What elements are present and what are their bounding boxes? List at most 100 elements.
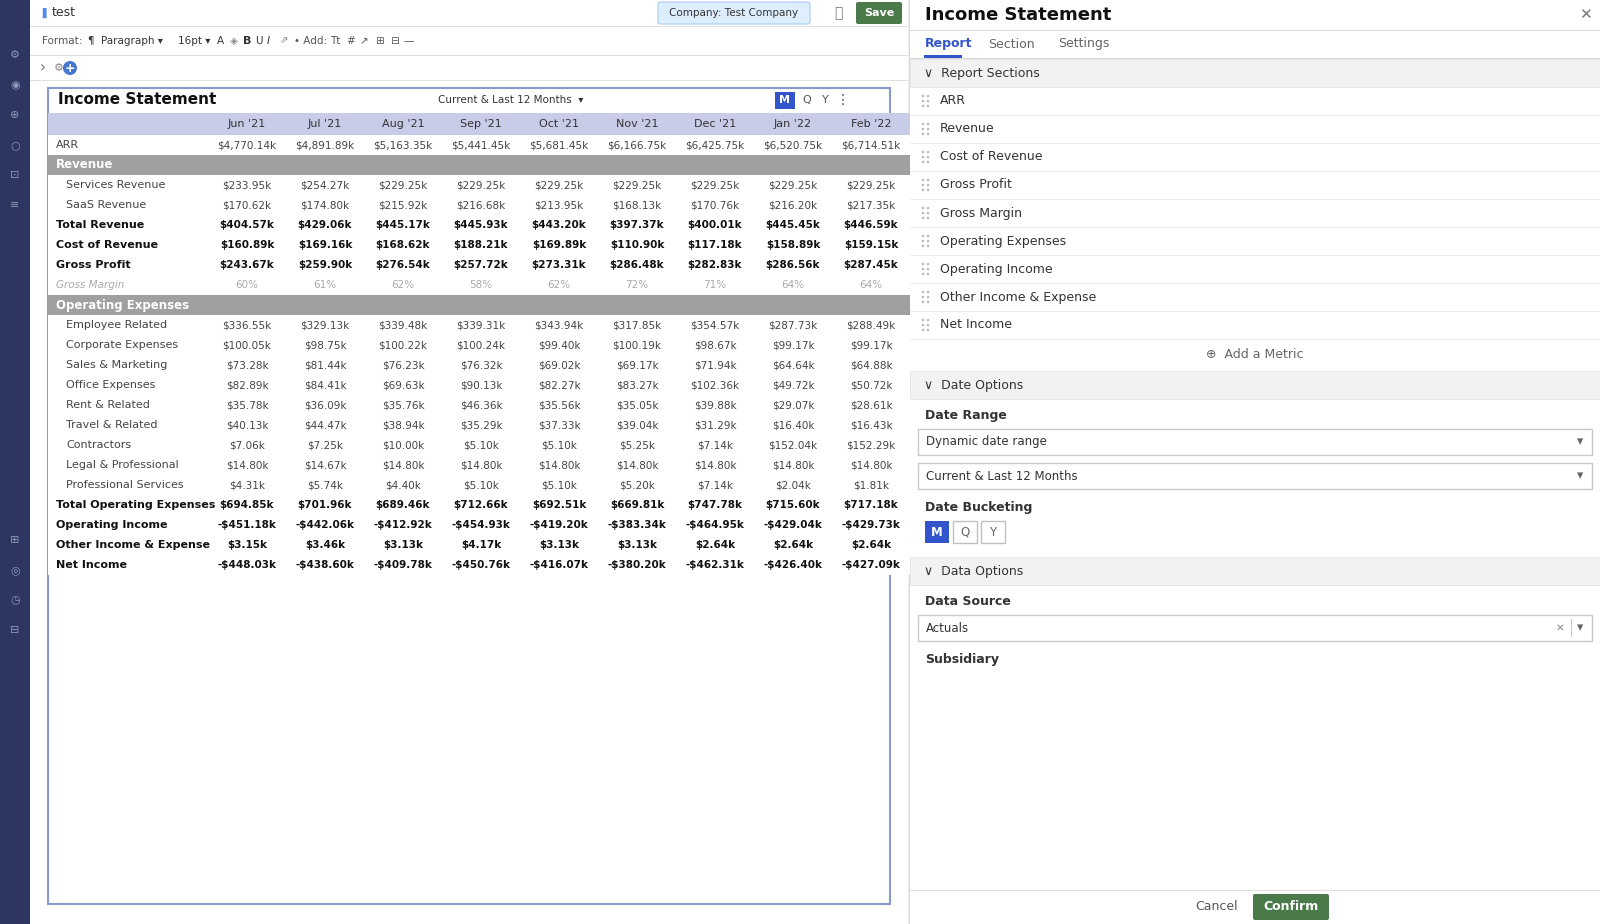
Text: $64.64k: $64.64k	[771, 360, 814, 370]
Text: ⇗: ⇗	[278, 36, 288, 46]
Text: $37.33k: $37.33k	[538, 420, 581, 430]
Circle shape	[922, 161, 925, 164]
Circle shape	[926, 188, 930, 191]
Text: Travel & Related: Travel & Related	[66, 420, 157, 430]
Text: -$419.20k: -$419.20k	[530, 520, 589, 530]
Text: —: —	[403, 36, 414, 46]
Text: $99.17k: $99.17k	[850, 340, 893, 350]
Circle shape	[922, 104, 925, 107]
Text: A: A	[218, 36, 224, 46]
Text: ⊕  Add a Metric: ⊕ Add a Metric	[1206, 348, 1304, 361]
Text: ✕: ✕	[1555, 623, 1565, 633]
Text: Nov '21: Nov '21	[616, 119, 658, 129]
Text: M: M	[779, 95, 790, 105]
Text: $397.37k: $397.37k	[610, 220, 664, 230]
Text: $5,441.45k: $5,441.45k	[451, 140, 510, 150]
Circle shape	[926, 128, 930, 130]
Text: -$429.73k: -$429.73k	[842, 520, 901, 530]
Text: $35.78k: $35.78k	[226, 400, 269, 410]
Text: $3.46k: $3.46k	[306, 540, 346, 550]
Circle shape	[922, 178, 925, 181]
Text: -$416.07k: -$416.07k	[530, 560, 589, 570]
Circle shape	[922, 239, 925, 242]
Text: $747.78k: $747.78k	[688, 500, 742, 510]
Text: $98.67k: $98.67k	[694, 340, 736, 350]
Text: $69.02k: $69.02k	[538, 360, 581, 370]
Text: $7.14k: $7.14k	[698, 440, 733, 450]
Text: Revenue: Revenue	[56, 159, 114, 172]
Circle shape	[926, 94, 930, 97]
Text: $287.45k: $287.45k	[843, 260, 898, 270]
Bar	[48, 215, 910, 235]
Bar	[48, 495, 910, 515]
Text: $287.73k: $287.73k	[768, 320, 818, 330]
Text: I: I	[267, 36, 270, 46]
Text: $243.67k: $243.67k	[219, 260, 274, 270]
Text: $83.27k: $83.27k	[616, 380, 658, 390]
Text: $343.94k: $343.94k	[534, 320, 584, 330]
Text: $35.05k: $35.05k	[616, 400, 658, 410]
Text: ✕: ✕	[1579, 7, 1592, 22]
Text: $28.61k: $28.61k	[850, 400, 893, 410]
Text: Net Income: Net Income	[941, 319, 1013, 332]
Bar	[30, 27, 909, 55]
Bar	[48, 555, 910, 575]
Text: $259.90k: $259.90k	[298, 260, 352, 270]
Text: $276.54k: $276.54k	[376, 260, 430, 270]
Text: Feb '22: Feb '22	[851, 119, 891, 129]
Text: ¶  Paragraph ▾: ¶ Paragraph ▾	[88, 36, 163, 46]
Text: $282.83k: $282.83k	[688, 260, 742, 270]
Text: $170.76k: $170.76k	[691, 200, 739, 210]
Text: $6,425.75k: $6,425.75k	[685, 140, 744, 150]
Circle shape	[922, 94, 925, 97]
FancyBboxPatch shape	[1253, 894, 1330, 920]
Bar	[48, 395, 910, 415]
Text: Q: Q	[803, 95, 811, 105]
Text: U: U	[254, 36, 262, 46]
Bar	[30, 80, 909, 81]
Text: $336.55k: $336.55k	[222, 320, 272, 330]
Text: $14.80k: $14.80k	[459, 460, 502, 470]
Circle shape	[922, 323, 925, 326]
Text: $14.80k: $14.80k	[771, 460, 814, 470]
Bar	[918, 463, 1592, 489]
Text: Company: Test Company: Company: Test Company	[669, 8, 798, 18]
Text: ▾: ▾	[1578, 469, 1582, 482]
Text: $69.17k: $69.17k	[616, 360, 658, 370]
Text: Total Operating Expenses: Total Operating Expenses	[56, 500, 216, 510]
Text: Dec '21: Dec '21	[694, 119, 736, 129]
Text: $36.09k: $36.09k	[304, 400, 346, 410]
Bar	[910, 557, 1600, 585]
Text: Date Bucketing: Date Bucketing	[925, 501, 1032, 514]
Text: $14.67k: $14.67k	[304, 460, 346, 470]
Text: ∨  Data Options: ∨ Data Options	[925, 565, 1024, 578]
Text: $712.66k: $712.66k	[454, 500, 509, 510]
Bar	[910, 371, 1600, 399]
Text: Section: Section	[989, 38, 1035, 51]
Circle shape	[922, 123, 925, 126]
Circle shape	[926, 123, 930, 126]
Bar	[30, 26, 909, 27]
Text: $73.28k: $73.28k	[226, 360, 269, 370]
Text: $14.80k: $14.80k	[226, 460, 269, 470]
Circle shape	[922, 300, 925, 303]
Text: $5.10k: $5.10k	[541, 440, 578, 450]
Circle shape	[922, 188, 925, 191]
Text: $35.76k: $35.76k	[382, 400, 424, 410]
Text: ⚙: ⚙	[10, 50, 19, 60]
Text: -$448.03k: -$448.03k	[218, 560, 277, 570]
Bar	[910, 0, 1600, 924]
Text: ⊡: ⊡	[10, 170, 19, 180]
Text: Cost of Revenue: Cost of Revenue	[56, 240, 158, 250]
Text: $84.41k: $84.41k	[304, 380, 346, 390]
Text: $715.60k: $715.60k	[766, 500, 821, 510]
Text: Actuals: Actuals	[926, 622, 970, 635]
Text: $689.46k: $689.46k	[376, 500, 430, 510]
Text: $233.95k: $233.95k	[222, 180, 272, 190]
Text: $6,714.51k: $6,714.51k	[842, 140, 901, 150]
Bar	[48, 235, 910, 255]
Circle shape	[926, 273, 930, 275]
Text: $3.13k: $3.13k	[382, 540, 422, 550]
Text: • Add:: • Add:	[294, 36, 326, 46]
Text: Confirm: Confirm	[1264, 901, 1318, 914]
